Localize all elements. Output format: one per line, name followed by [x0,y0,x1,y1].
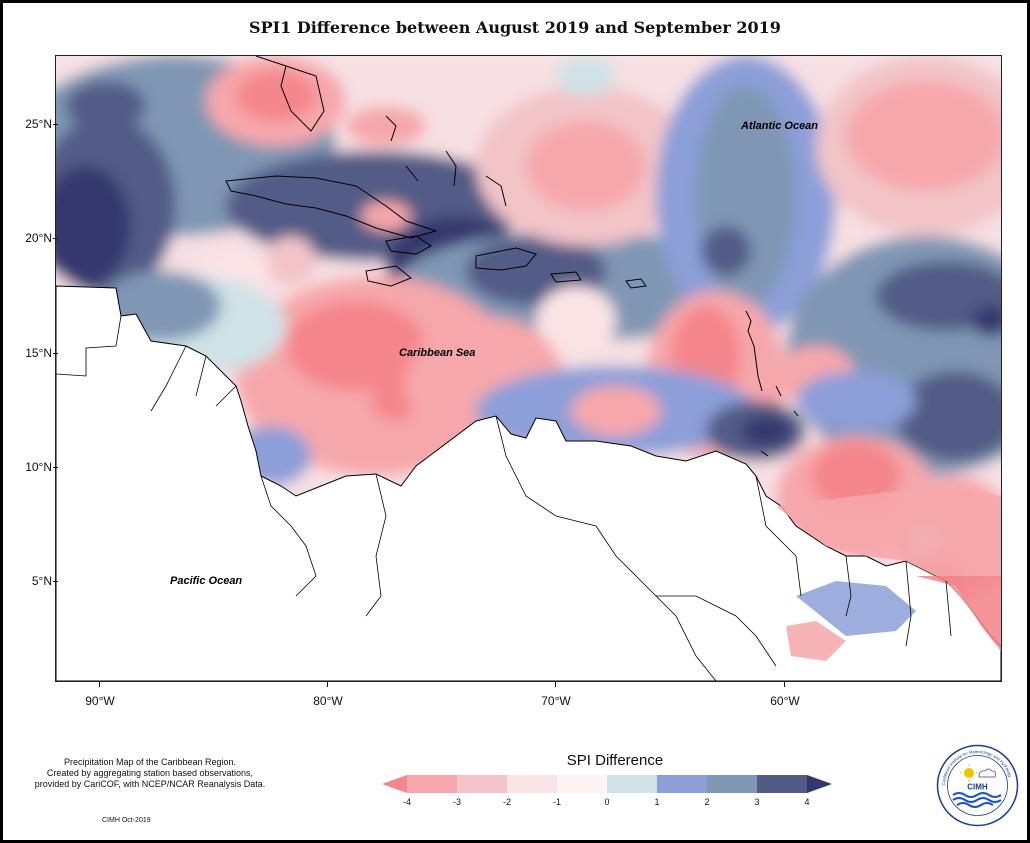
color-bar-segment-min [382,775,407,793]
color-bar-segment [407,775,457,793]
color-bar-segment-max [807,775,832,793]
color-bar-tick-label: -2 [502,797,511,807]
logo-text: CIMH [967,783,988,792]
color-bar-segment [557,775,607,793]
color-bar-tick-label: -1 [552,797,561,807]
legend-title: SPI Difference [566,752,664,769]
lat-tick-15n: 15°N [14,346,58,360]
land-mask [56,285,1001,681]
color-bar-tick-label: 3 [754,797,760,807]
lat-tick-25n: 25°N [14,117,58,131]
lat-tick-20n: 20°N [14,231,58,245]
lon-tick-90w: 90°W [70,682,130,708]
country-borders [56,315,952,681]
atlantic-ocean-label: Atlantic Ocean [741,120,819,132]
color-bar-segment [607,775,657,793]
map-canvas [56,56,1001,681]
lon-tick-60w: 60°W [755,682,815,708]
spi-difference-map: Atlantic Ocean Caribbean Sea Pacific Oce… [55,55,1002,682]
lon-tick-70w: 70°W [526,682,586,708]
lon-tick-80w: 80°W [298,682,358,708]
island-outlines [225,56,799,457]
color-bar-tick-label: 0 [604,797,610,807]
color-bar-segment [507,775,557,793]
color-bar-tick-label: 4 [804,797,810,807]
map-notes: Precipitation Map of the Caribbean Regio… [10,757,290,790]
note-line-3: provided by CariCOF, with NCEP/NCAR Rean… [34,779,266,789]
color-bar-tick-label: 2 [704,797,710,807]
lat-tick-10n: 10°N [14,460,58,474]
credit-text: CIMH Oct-2019 [102,817,151,824]
cimh-logo: CIMH Caribbean Institute for Meteorology… [936,744,1019,827]
note-line-1: Precipitation Map of the Caribbean Regio… [63,757,237,767]
pacific-ocean-label: Pacific Ocean [170,575,243,587]
map-title: SPI1 Difference between August 2019 and … [249,18,781,37]
note-line-2: Created by aggregating station based obs… [46,768,254,778]
color-bar-segment [757,775,807,793]
lat-tick-5n: 5°N [14,574,58,588]
caribbean-sea-label: Caribbean Sea [399,347,476,359]
color-bar-segment [657,775,707,793]
color-bar-segment [457,775,507,793]
color-bar-tick-label: -3 [452,797,461,807]
color-bar-segment [707,775,757,793]
color-bar [382,775,832,793]
color-bar-tick-label: -4 [402,797,411,807]
color-bar-tick-label: 1 [654,797,660,807]
guianas-overlay [776,486,1001,661]
